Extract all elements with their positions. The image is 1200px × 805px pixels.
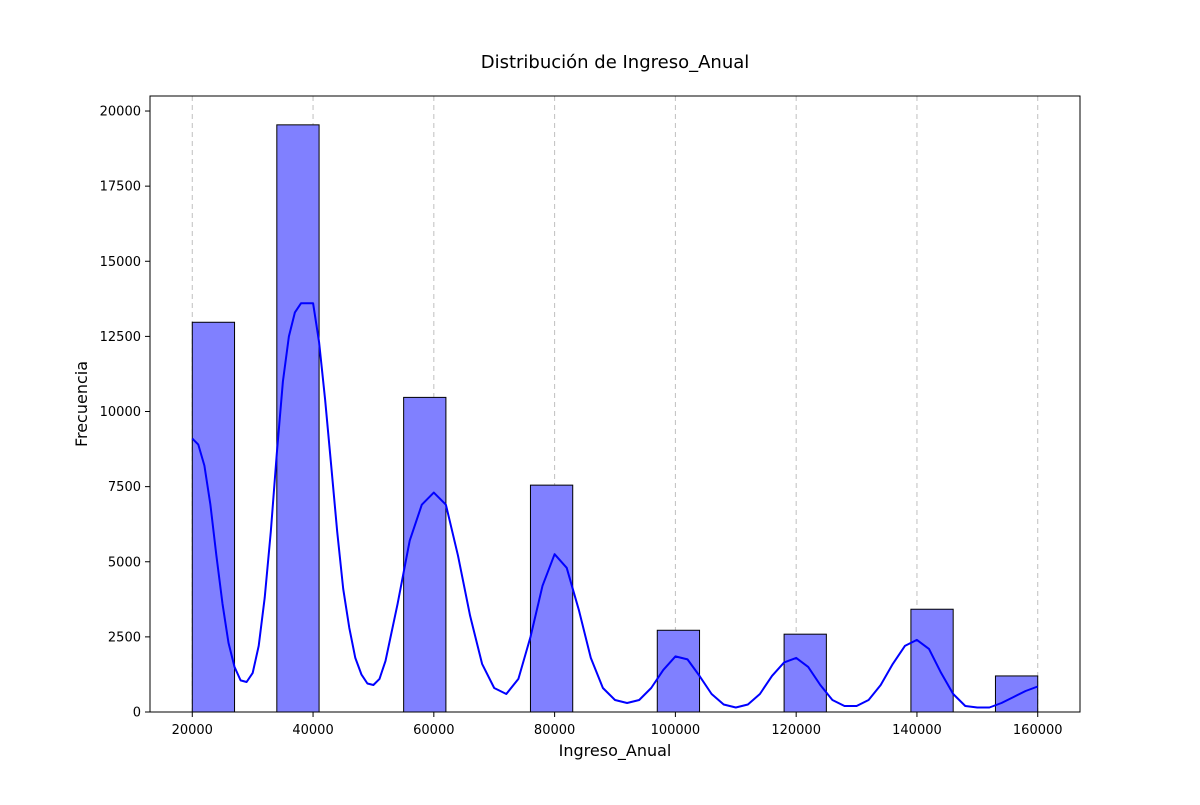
y-tick-label: 0 xyxy=(133,706,141,721)
y-tick-label: 5000 xyxy=(108,555,141,570)
histogram-bar xyxy=(783,633,827,713)
y-tick-label: 12500 xyxy=(100,330,141,345)
x-axis-ticks: 20000 40000 60000 80000 100000 120000 140000 16… xyxy=(172,712,1063,738)
x-tick-label: 40000 xyxy=(292,723,333,738)
x-tick-label: 160000 xyxy=(1013,723,1063,738)
chart-title: Distribución de Ingreso_Anual xyxy=(481,52,750,73)
kde-curve-layer xyxy=(191,302,1039,709)
y-tick-label: 2500 xyxy=(108,630,141,645)
histogram-bars xyxy=(191,124,1039,713)
y-tick-label: 10000 xyxy=(100,405,141,420)
x-tick-label: 100000 xyxy=(651,723,701,738)
kde-curve-line xyxy=(191,302,1039,709)
histogram-bar xyxy=(994,675,1039,713)
x-tick-label: 60000 xyxy=(413,723,454,738)
x-tick-label: 140000 xyxy=(892,723,942,738)
x-tick-label: 120000 xyxy=(771,723,821,738)
x-tick-label: 20000 xyxy=(172,723,213,738)
y-tick-label: 15000 xyxy=(100,255,141,270)
x-axis-label: Ingreso_Anual xyxy=(559,741,672,761)
y-tick-label: 17500 xyxy=(100,180,141,195)
plot-frame xyxy=(149,95,1081,713)
y-tick-label: 7500 xyxy=(108,480,141,495)
y-axis-label: Frecuencia xyxy=(72,361,91,447)
histogram-bar xyxy=(191,321,236,713)
y-axis-ticks: 0 2500 5000 7500 10000 12500 15000 17500 20000 xyxy=(100,105,150,721)
y-tick-label: 20000 xyxy=(100,105,141,120)
histogram-bar xyxy=(276,124,320,713)
histogram-bar xyxy=(656,629,701,713)
histogram-bar xyxy=(529,484,574,713)
histogram-bar xyxy=(910,608,954,713)
histogram-bar xyxy=(403,396,447,713)
x-tick-label: 80000 xyxy=(534,723,575,738)
